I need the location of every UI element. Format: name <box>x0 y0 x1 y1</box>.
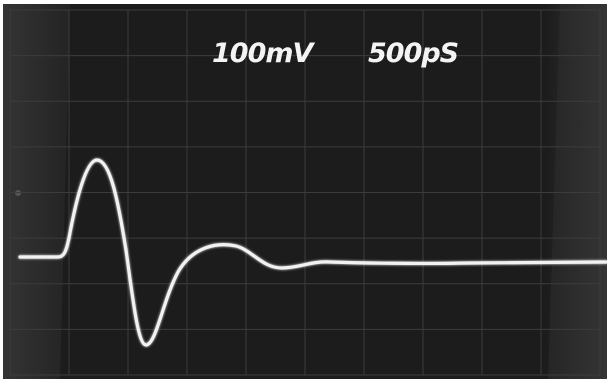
waveform-trace <box>18 158 608 347</box>
graticule <box>9 9 601 376</box>
time-scale-label: 500pS <box>368 38 458 69</box>
left-edge-shade <box>3 4 70 379</box>
vertical-scale-label: 100mV <box>212 38 315 69</box>
right-edge-shade <box>548 4 607 379</box>
